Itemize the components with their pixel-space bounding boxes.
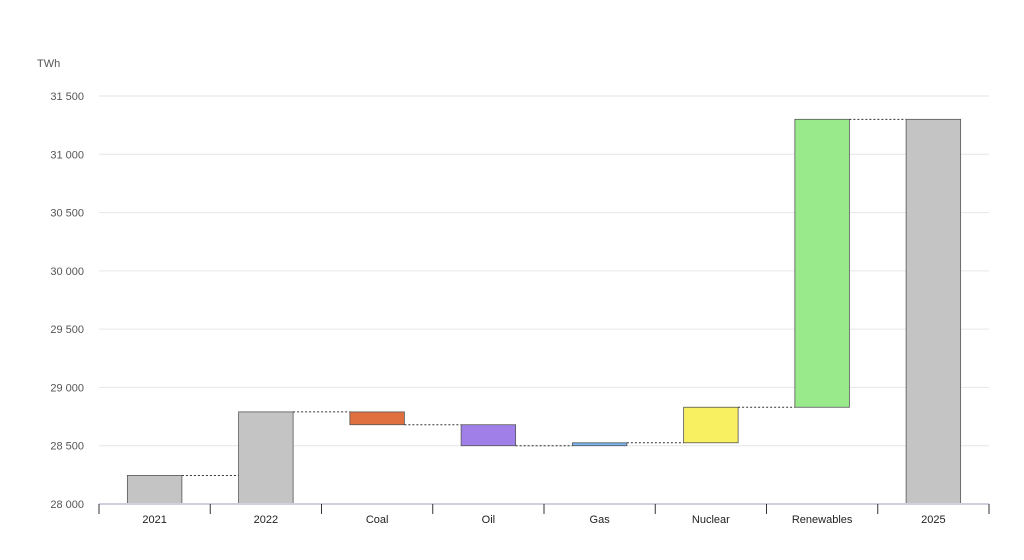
- y-tick-label: 28 500: [50, 441, 84, 453]
- grid-layer: [99, 95, 989, 447]
- x-tick-label: Coal: [366, 514, 389, 526]
- bar-oil: [460, 424, 517, 447]
- bar-coal: [349, 411, 405, 426]
- bar-nuclear: [683, 406, 739, 444]
- bar-gas: [571, 442, 628, 447]
- axis-layer: 28 000 28 500 29 000 29 500 30 000 30 500 31 0…: [50, 91, 990, 526]
- y-tick-label: 28 000: [50, 499, 84, 511]
- x-tick-label: Renewables: [792, 514, 853, 526]
- x-tick-label: 2021: [142, 514, 166, 526]
- y-tick-label: 29 500: [50, 324, 84, 336]
- x-tick-label: Gas: [590, 514, 611, 526]
- y-tick-label: 30 000: [50, 266, 84, 278]
- bar-2021: [126, 475, 183, 505]
- bar-renewables: [794, 118, 850, 408]
- y-tick-label: 31 000: [50, 149, 84, 161]
- y-axis-unit-label: TWh: [37, 58, 60, 70]
- y-tick-label: 29 000: [50, 382, 84, 394]
- bar-2022: [238, 411, 294, 505]
- connector-layer: [181, 118, 907, 476]
- bar-layer: [126, 118, 962, 505]
- bar-2025: [905, 118, 962, 505]
- x-tick-label: 2025: [921, 514, 945, 526]
- x-tick-label: Oil: [482, 514, 495, 526]
- y-tick-label: 30 500: [50, 208, 84, 220]
- x-tick-label: Nuclear: [692, 514, 730, 526]
- y-tick-label: 31 500: [50, 91, 84, 103]
- x-tick-label: 2022: [254, 514, 278, 526]
